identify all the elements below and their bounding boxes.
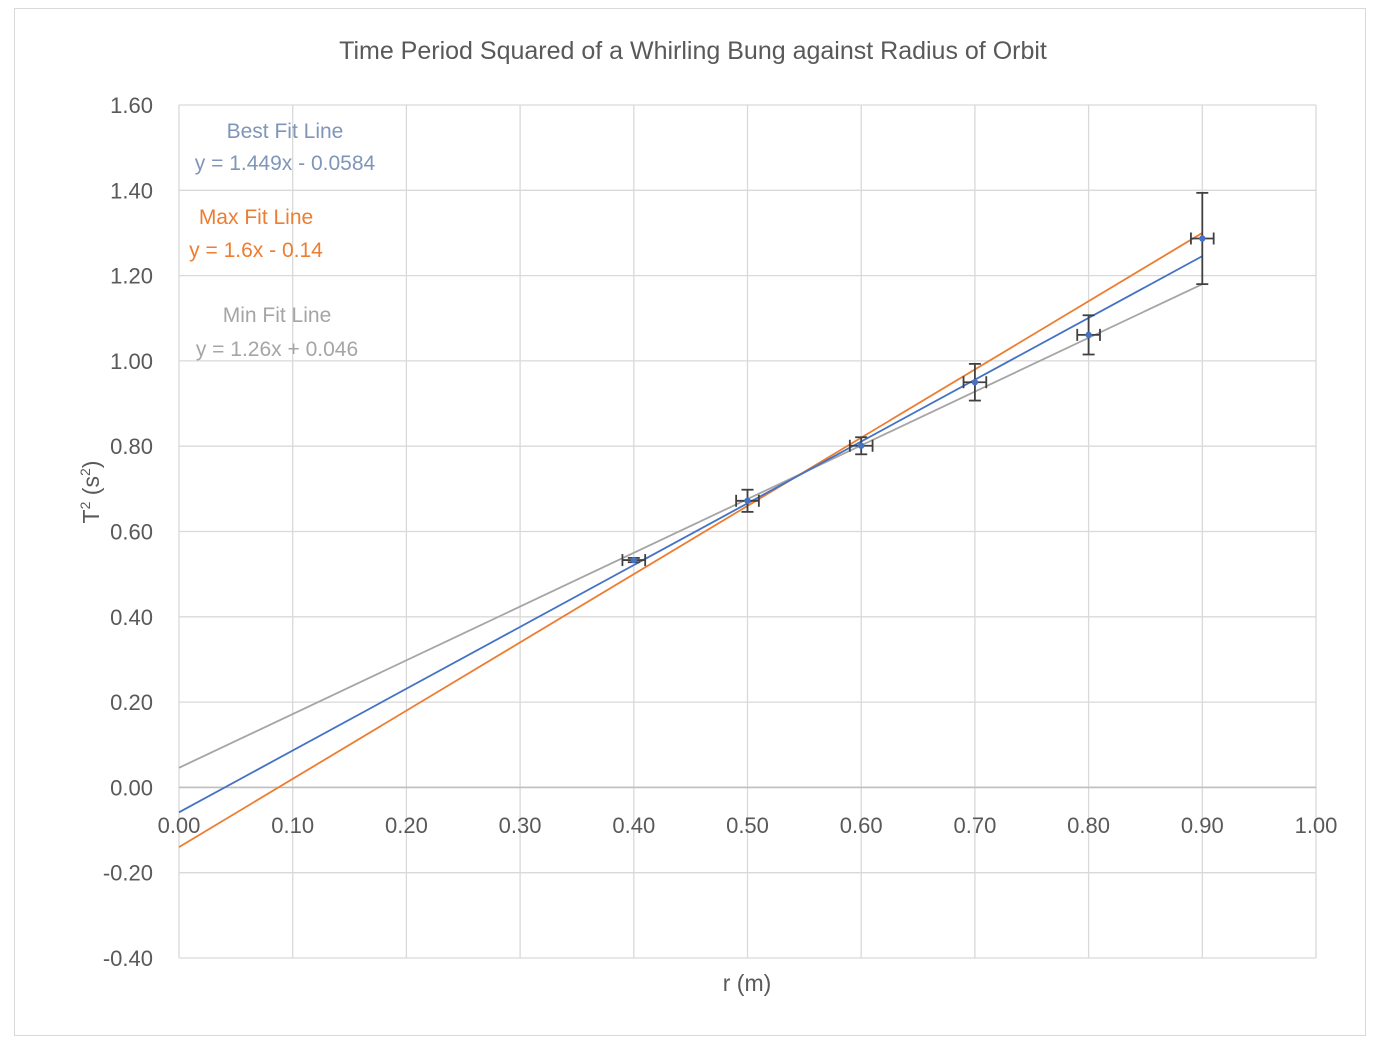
data-point: [630, 556, 637, 564]
equation-annotations: Best Fit Line y = 1.449x - 0.0584 Max Fi…: [189, 120, 375, 361]
max-fit-title: Max Fit Line: [199, 206, 313, 229]
y-tick-label: -0.20: [103, 861, 153, 886]
fit-lines: [178, 232, 1203, 848]
chart-frame: [14, 8, 1366, 1036]
y-tick-label: 1.40: [110, 178, 153, 203]
y-axis-label-sup1: 2: [77, 501, 93, 509]
min-fit-equation: y = 1.26x + 0.046: [196, 338, 358, 361]
data-point: [744, 497, 751, 504]
x-tick-label: 0.50: [726, 813, 769, 838]
data-points: [621, 191, 1215, 567]
y-tick-label: 0.40: [110, 605, 153, 630]
tick-labels: 0.00 0.10 0.20 0.30 0.40 0.50 0.60 0.70 0.80 0.90…: [103, 93, 1338, 971]
data-point: [1199, 235, 1206, 242]
fit-line: [178, 232, 1203, 848]
y-tick-label: 0.00: [110, 775, 153, 800]
y-axis-label-mid: (s: [78, 476, 104, 502]
min-fit-title: Min Fit Line: [223, 304, 332, 327]
x-tick-label: 0.20: [385, 813, 428, 838]
x-axis-label: r (m): [723, 970, 772, 996]
y-tick-label: 0.20: [110, 690, 153, 715]
y-tick-label: 0.60: [110, 520, 153, 545]
y-tick-label: 1.00: [110, 349, 153, 374]
best-fit-equation: y = 1.449x - 0.0584: [195, 152, 376, 175]
y-axis-label-main: T: [78, 509, 104, 523]
fit-line: [178, 255, 1203, 814]
x-tick-label: 0.70: [953, 813, 996, 838]
chart-title: Time Period Squared of a Whirling Bung a…: [339, 37, 1047, 65]
data-point: [858, 442, 865, 449]
y-tick-label: -0.40: [103, 946, 153, 971]
x-tick-label: 0.40: [612, 813, 655, 838]
y-axis-label: T2 (s2): [77, 461, 104, 524]
data-point: [971, 379, 979, 386]
max-fit-equation: y = 1.6x - 0.14: [189, 239, 323, 262]
fit-line: [178, 283, 1203, 769]
y-tick-label: 1.20: [110, 264, 153, 289]
x-tick-label: 0.80: [1067, 813, 1110, 838]
x-tick-label: 0.90: [1181, 813, 1224, 838]
y-axis-label-end: ): [78, 461, 104, 469]
data-point: [1085, 331, 1092, 339]
y-axis-label-sup2: 2: [77, 468, 93, 476]
x-tick-label: 0.30: [499, 813, 542, 838]
y-tick-label: 1.60: [110, 93, 153, 118]
x-tick-label: 0.10: [271, 813, 314, 838]
y-tick-label: 0.80: [110, 434, 153, 459]
x-tick-label: 1.00: [1295, 813, 1338, 838]
x-tick-label: 0.00: [158, 813, 201, 838]
best-fit-title: Best Fit Line: [227, 120, 344, 143]
x-tick-label: 0.60: [840, 813, 883, 838]
